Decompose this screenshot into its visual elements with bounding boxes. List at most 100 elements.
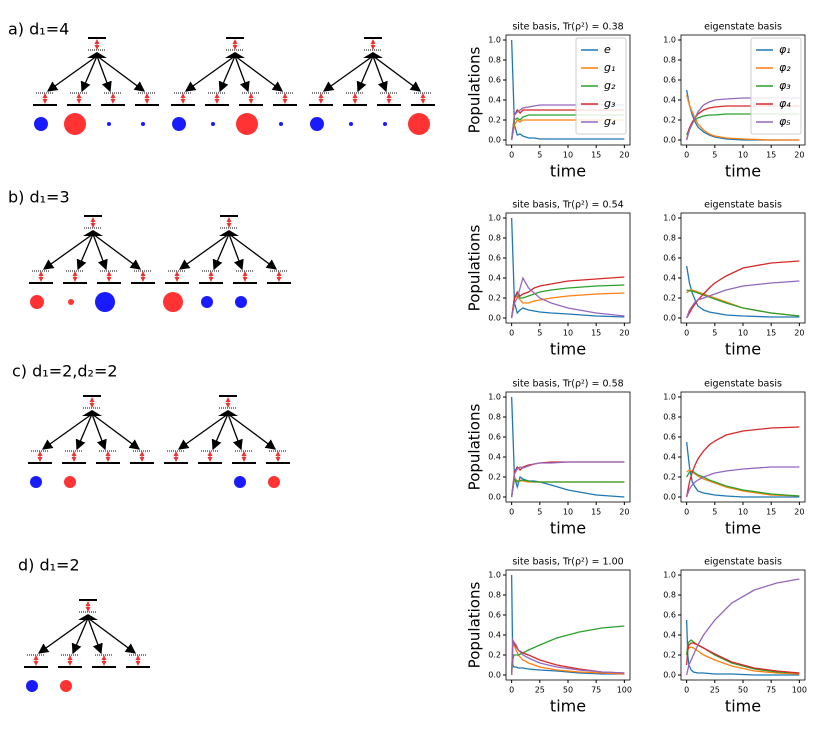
y-tick-label: 0.6 (488, 433, 501, 442)
x-tick-label: 20 (794, 151, 804, 160)
y-tick-label: 0.2 (488, 651, 501, 660)
y-tick-label: 0.4 (663, 96, 676, 105)
legend-label: g₂ (604, 79, 616, 92)
x-tick-label: 5 (712, 329, 717, 338)
transition-arrow (322, 55, 374, 92)
y-axis-label: Populations (466, 582, 484, 669)
series-line (510, 477, 625, 498)
y-tick-label: 0.2 (663, 116, 676, 125)
legend-label: φ₁ (779, 43, 791, 56)
transition-arrow (372, 55, 422, 92)
transition-arrow (212, 233, 230, 271)
series-line (510, 114, 625, 141)
y-tick-label: 1.0 (663, 214, 676, 223)
y-tick-label: 0.8 (663, 413, 676, 422)
chart-title: site basis, Tr(ρ²) = 0.38 (512, 22, 623, 33)
transition-arrow (177, 413, 229, 450)
transition-arrow (234, 55, 284, 92)
plot-frame (505, 569, 631, 681)
series-line (510, 625, 625, 676)
x-axis-label: time (725, 340, 761, 359)
transition-arrow (228, 233, 278, 270)
transition-arrow (75, 413, 93, 451)
x-tick-label: 20 (794, 329, 804, 338)
transition-arrow (234, 55, 250, 93)
x-tick-label: 5 (537, 151, 542, 160)
panel-label: d) d₁=2 (18, 556, 80, 575)
y-axis-label: Populations (466, 404, 484, 491)
transition-arrow (227, 413, 277, 450)
population-dot (268, 476, 280, 488)
hub (82, 410, 102, 416)
series-line (686, 578, 800, 676)
y-tick-label: 0.8 (663, 591, 676, 600)
transition-arrow (92, 233, 108, 271)
series-line (686, 289, 800, 317)
population-dot (235, 296, 247, 308)
legend-label: e (604, 43, 611, 56)
legend-label: φ₃ (779, 79, 791, 92)
x-tick-label: 100 (792, 686, 807, 695)
x-axis-label: time (725, 162, 761, 181)
y-tick-label: 0.6 (663, 433, 676, 442)
x-tick-label: 0 (509, 151, 514, 160)
x-axis-label: time (725, 697, 761, 716)
chart-title: eigenstate basis (704, 379, 782, 390)
x-tick-label: 15 (591, 329, 601, 338)
series-line (510, 640, 625, 676)
population-dot (201, 296, 213, 308)
series-line (685, 642, 800, 674)
series-line (686, 426, 800, 498)
series-line (510, 475, 625, 498)
transition-arrow (211, 413, 229, 451)
population-dot (60, 680, 72, 692)
series-line (510, 284, 625, 319)
y-tick-label: 0.4 (663, 631, 676, 640)
y-tick-label: 1.0 (488, 571, 501, 580)
series-line (510, 104, 625, 141)
x-tick-label: 50 (738, 686, 748, 695)
x-tick-label: 10 (563, 329, 573, 338)
x-tick-label: 20 (619, 329, 629, 338)
x-tick-label: 5 (712, 151, 717, 160)
series-line (510, 574, 625, 675)
population-dot (234, 476, 246, 488)
population-dot (34, 117, 48, 131)
population-dot (95, 292, 115, 312)
x-tick-label: 10 (563, 151, 573, 160)
population-dot (349, 122, 353, 126)
y-tick-label: 0.0 (488, 136, 501, 145)
x-tick-label: 10 (738, 329, 748, 338)
y-tick-label: 0.6 (663, 611, 676, 620)
population-dot (236, 113, 258, 135)
transition-arrow (92, 233, 142, 270)
transition-arrow (184, 55, 236, 92)
x-tick-label: 100 (617, 686, 632, 695)
y-tick-label: 0.2 (663, 651, 676, 660)
y-tick-label: 0.6 (488, 76, 501, 85)
y-tick-label: 0.4 (663, 453, 676, 462)
x-tick-label: 0 (509, 686, 514, 695)
y-tick-label: 0.4 (488, 274, 501, 283)
hub (87, 52, 107, 58)
y-tick-label: 0.6 (663, 76, 676, 85)
y-tick-label: 0.2 (488, 294, 501, 303)
hub (78, 614, 98, 620)
y-tick-label: 0.4 (488, 453, 501, 462)
hub (363, 52, 383, 58)
population-dot (64, 113, 86, 135)
series-line (686, 466, 800, 498)
transition-arrow (41, 413, 93, 450)
y-tick-label: 0.8 (663, 56, 676, 65)
series-line (686, 105, 800, 141)
transition-arrow (42, 233, 94, 270)
y-tick-label: 0.0 (663, 493, 676, 502)
y-tick-label: 1.0 (488, 214, 501, 223)
series-line (510, 644, 625, 676)
legend-label: g₄ (604, 115, 616, 128)
plot-frame (680, 391, 806, 503)
series-line (510, 217, 625, 318)
series-line (685, 441, 800, 498)
series-line (510, 108, 625, 141)
